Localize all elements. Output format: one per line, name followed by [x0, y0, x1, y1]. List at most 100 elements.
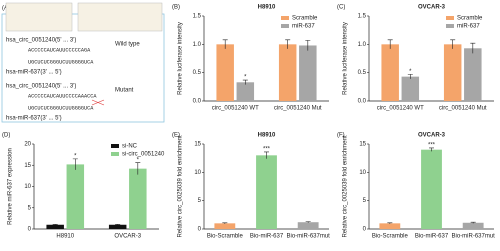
bar: [462, 222, 484, 229]
panel-label: (D): [2, 133, 10, 139]
error-bar: [429, 147, 434, 152]
error-bar: [305, 221, 311, 223]
sequence: UGCUCUCGGGUCUUGGGGUCA: [28, 105, 94, 111]
x-tick-label: OVCAR-3: [114, 234, 141, 240]
error-bar: [387, 39, 393, 49]
error-bar: [305, 40, 311, 51]
legend-swatch: [111, 152, 119, 156]
y-tick-label: 10: [24, 184, 31, 190]
y-tick-label: 10: [194, 170, 201, 176]
bar: [216, 44, 234, 101]
sequence: UGCUCUCGGGUCUUGGGGUCA: [28, 59, 94, 65]
label: Wild type: [115, 42, 140, 48]
legend-swatch: [281, 24, 289, 28]
y-tick-label: 0: [198, 227, 202, 233]
legend-swatch: [111, 144, 119, 148]
mir-name: hsa-miR-637(3' ... 5'): [6, 116, 62, 122]
y-tick-label: 1.5: [358, 14, 367, 20]
legend-swatch: [446, 24, 454, 28]
bar: [236, 82, 255, 101]
error-bar: [72, 158, 78, 170]
error-bar: [285, 39, 291, 49]
panel-label: (E): [172, 133, 180, 139]
x-tick-label: Bio-Scramble: [207, 234, 244, 240]
panel-label: (F): [337, 133, 345, 139]
bar: [108, 224, 127, 229]
y-axis-label: Relative miR-637 expression: [8, 148, 14, 225]
bar: [256, 155, 277, 229]
error-bar: [450, 39, 456, 49]
x-tick-label: circ_0051240 WT: [212, 106, 259, 112]
legend-label: Scramble: [457, 16, 483, 22]
error-bar: [135, 162, 141, 175]
legend-label: si-NC: [122, 144, 138, 150]
x-tick-label: Bio-miR-637: [250, 234, 284, 240]
chart-title: H8910: [258, 133, 276, 139]
significance: ***: [428, 143, 436, 149]
x-tick-label: circ_0051240 Mut: [439, 106, 487, 112]
bar: [421, 149, 442, 229]
y-tick-label: 20: [24, 142, 31, 148]
error-bar: [407, 74, 413, 79]
bar: [443, 44, 462, 101]
y-tick-label: 0.5: [193, 70, 202, 76]
y-tick-label: 1.5: [193, 14, 202, 20]
y-axis-label: Relative luciferase intensity: [178, 22, 184, 95]
y-tick-label: 10: [359, 170, 366, 176]
bar: [381, 44, 399, 101]
error-bar: [115, 224, 121, 226]
y-tick-label: 5: [363, 198, 367, 204]
error-bar: [52, 224, 58, 226]
bar: [129, 168, 147, 229]
mir-name: hsa-miR-637(3' ... 5'): [6, 70, 62, 76]
image: [5, 2, 73, 32]
bar: [66, 164, 85, 229]
significance: *: [244, 75, 247, 81]
x-tick-label: H8910: [56, 234, 74, 240]
bar: [379, 223, 401, 229]
error-bar: [222, 222, 228, 224]
sequence: ACCCCCAUCAUUCCCCAAACCA: [28, 93, 97, 99]
y-tick-label: 0: [363, 227, 367, 233]
chart-title: OVCAR-3: [418, 133, 446, 139]
y-tick-label: 5: [198, 198, 202, 204]
legend-label: si-circ_0051240: [122, 152, 165, 158]
error-bar: [222, 39, 228, 49]
error-bar: [242, 79, 248, 85]
significance: *: [409, 69, 412, 75]
legend-swatch: [281, 16, 289, 20]
sequence: ACCCCCAUCAUUCCCCCAGA: [28, 47, 91, 53]
y-tick-label: 1.0: [193, 42, 202, 48]
mismatch: [91, 99, 105, 106]
panel-label: (C): [337, 5, 345, 11]
panel-label: (B): [172, 5, 180, 11]
label: Mutant: [115, 88, 134, 94]
bar: [401, 76, 420, 101]
y-tick-label: 15: [24, 163, 31, 169]
y-tick-label: 5: [28, 205, 32, 211]
significance: *: [137, 157, 140, 163]
circ-name: hsa_circ_0051240(5' ... 3'): [6, 38, 76, 44]
legend-label: miR-637: [457, 24, 480, 30]
y-tick-label: 0.0: [193, 99, 202, 105]
bar: [214, 223, 236, 229]
bar: [299, 45, 317, 101]
y-tick-label: 0: [28, 227, 32, 233]
chart-title: OVCAR-3: [418, 5, 446, 11]
significance: *: [74, 153, 77, 159]
circ-name: hsa_circ_0051240(5' ... 3'): [6, 84, 76, 90]
y-axis-label: Relative circ_0025039 fold enrichment: [343, 135, 349, 237]
legend-swatch: [446, 16, 454, 20]
x-tick-label: Bio-miR-637mut: [286, 234, 330, 240]
x-tick-label: Bio-miR-637: [415, 234, 449, 240]
x-tick-label: circ_0051240 WT: [377, 106, 424, 112]
y-tick-label: 0.5: [358, 70, 367, 76]
y-axis-label: Relative circ_0025039 fold enrichment: [178, 135, 184, 237]
y-tick-label: 15: [359, 142, 366, 148]
bar: [278, 44, 297, 101]
panel-a: (A) hsa_circ_0051240(5' ... 3') ACCCCCAU…: [1, 2, 165, 123]
error-bar: [470, 42, 476, 54]
bar: [297, 222, 319, 229]
y-tick-label: 15: [194, 142, 201, 148]
